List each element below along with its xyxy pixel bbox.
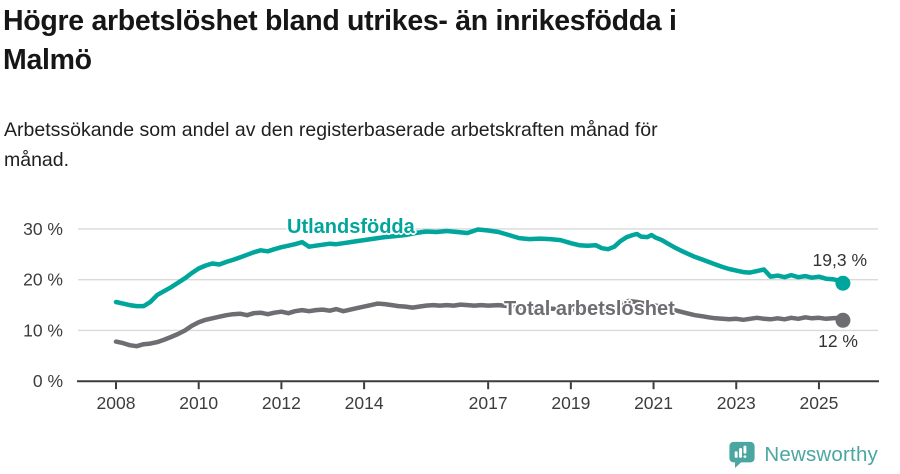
series-end-dot-total (835, 312, 851, 328)
page-title-line1: Högre arbetslöshet bland utrikes- än inr… (3, 5, 677, 37)
chart-subtitle: Arbetssökande som andel av den registerb… (4, 115, 864, 175)
series-line-utlandsfodda (113, 227, 846, 309)
chart-subtitle-line1: Arbetssökande som andel av den registerb… (4, 119, 658, 141)
page-title: Högre arbetslöshet bland utrikes- än inr… (3, 2, 889, 80)
x-axis-tick-label: 2025 (799, 393, 838, 413)
newsworthy-brand-text: Newsworthy (764, 442, 878, 466)
newsworthy-logo-icon (729, 441, 755, 469)
chart-subtitle-line2: månad. (4, 149, 70, 171)
x-axis-tick-label: 2014 (345, 393, 384, 413)
y-axis-tick-label: 0 % (33, 371, 63, 391)
y-axis-tick-label: 20 % (23, 270, 63, 290)
x-axis-tick-label: 2017 (469, 393, 508, 413)
x-axis-tick-label: 2012 (262, 393, 301, 413)
series-label-total-arbetsloshet: Total arbetslöshet (504, 298, 675, 320)
y-axis-tick-label: 30 % (23, 219, 63, 239)
series-label-utlandsfodda: Utlandsfödda (287, 216, 415, 238)
page-title-line2: Malmö (3, 44, 92, 76)
x-axis-tick-label: 2019 (551, 393, 590, 413)
x-axis-tick-label: 2021 (634, 393, 673, 413)
x-axis-tick-label: 2023 (717, 393, 756, 413)
end-value-label-utlandsfodda: 19,3 % (812, 250, 867, 270)
x-axis-tick-label: 2008 (97, 393, 136, 413)
x-axis-tick-label: 2010 (179, 393, 218, 413)
series-line-total (113, 298, 846, 349)
newsworthy-logo: Newsworthy (728, 440, 878, 469)
end-value-label-total: 12 % (818, 331, 858, 351)
y-axis-tick-label: 10 % (23, 320, 63, 340)
series-end-dot-utlandsfodda (835, 275, 851, 291)
